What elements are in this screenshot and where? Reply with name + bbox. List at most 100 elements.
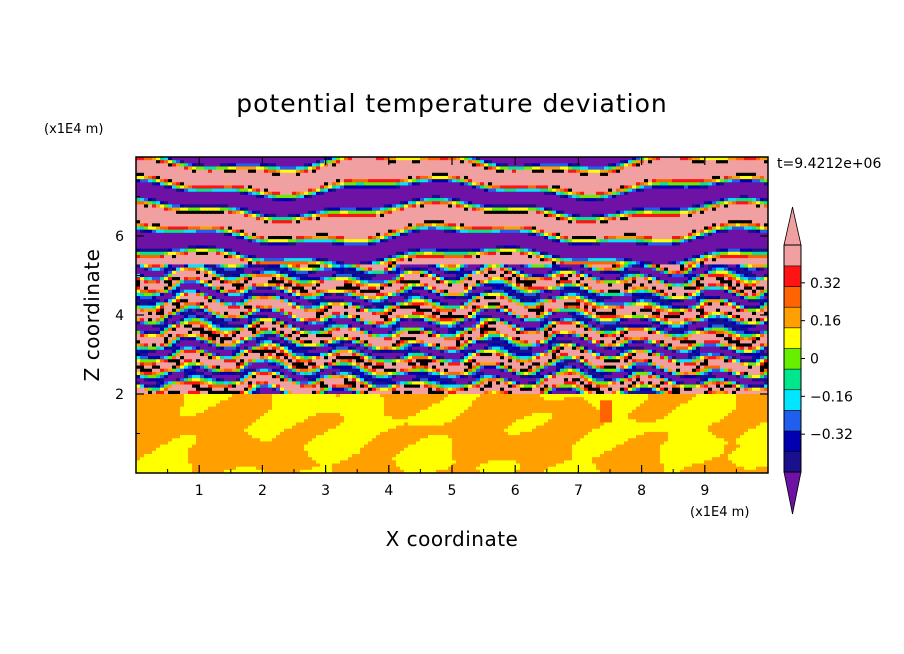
contour-cell (656, 201, 661, 205)
contour-cell (280, 188, 285, 193)
contour-cell (404, 213, 409, 218)
contour-cell (520, 213, 525, 218)
contour-cell (572, 157, 577, 161)
contour-cell (272, 175, 277, 180)
contour-cell (664, 204, 669, 209)
contour-cell (668, 182, 673, 187)
contour-cell (376, 207, 381, 212)
contour-cell (332, 166, 337, 171)
contour-cell (272, 210, 277, 215)
contour-cell (456, 188, 461, 193)
contour-cell (284, 201, 289, 205)
contour-cell (592, 210, 597, 215)
contour-cell (580, 163, 585, 168)
contour-cell (508, 201, 513, 205)
contour-cell (268, 160, 273, 164)
contour-cell (148, 185, 153, 190)
contour-cell (640, 188, 645, 193)
contour-cell (216, 172, 221, 177)
contour-cell (312, 179, 317, 183)
contour-cell (200, 166, 205, 171)
contour-cell (700, 163, 705, 168)
contour-cell (536, 182, 541, 187)
contour-cell (544, 204, 549, 209)
contour-cell (512, 160, 517, 164)
contour-cell (152, 185, 157, 190)
contour-cell (712, 182, 717, 187)
contour-cell (368, 172, 373, 177)
contour-cell (192, 217, 197, 221)
contour-cell (580, 172, 585, 177)
contour-cell (576, 185, 581, 190)
contour-cell (532, 166, 537, 171)
contour-cell (484, 201, 489, 205)
contour-cell (372, 194, 377, 199)
contour-cell (328, 201, 333, 205)
contour-cell (172, 217, 177, 221)
contour-cell (252, 191, 257, 196)
contour-cell (576, 179, 581, 183)
contour-cell (648, 182, 653, 187)
contour-cell (148, 172, 153, 177)
contour-cell (596, 191, 601, 196)
contour-cell (236, 201, 241, 205)
contour-cell (184, 179, 189, 183)
contour-cell (144, 179, 149, 183)
contour-cell (304, 175, 309, 180)
contour-cell (264, 217, 269, 221)
contour-cell (756, 169, 761, 174)
contour-cell (436, 182, 441, 187)
contour-cell (364, 194, 369, 199)
contour-cell (500, 172, 505, 177)
contour-cell (144, 185, 149, 190)
contour-cell (232, 185, 237, 190)
contour-cell (156, 191, 161, 196)
contour-cell (600, 207, 605, 212)
contour-cell (488, 213, 493, 218)
contour-cell (248, 157, 253, 161)
contour-cell (380, 160, 385, 164)
contour-cell (448, 179, 453, 183)
contour-cell (320, 163, 325, 168)
contour-cell (592, 217, 597, 221)
contour-cell (468, 172, 473, 177)
contour-cell (736, 191, 741, 196)
contour-cell (136, 191, 141, 196)
contour-cell (144, 191, 149, 196)
contour-cell (364, 207, 369, 212)
contour-cell (672, 185, 677, 190)
contour-cell (596, 182, 601, 187)
contour-cell (736, 204, 741, 209)
contour-cell (384, 213, 389, 218)
contour-cell (268, 207, 273, 212)
contour-cell (712, 166, 717, 171)
contour-cell (716, 160, 721, 164)
contour-cell (384, 175, 389, 180)
contour-cell (216, 201, 221, 205)
contour-cell (404, 172, 409, 177)
contour-cell (456, 163, 461, 168)
contour-cell (748, 179, 753, 183)
contour-cell (500, 185, 505, 190)
contour-cell (560, 194, 565, 199)
contour-cell (220, 207, 225, 212)
contour-cell (596, 207, 601, 212)
contour-cell (440, 188, 445, 193)
contour-cell (628, 188, 633, 193)
contour-cell (252, 188, 257, 193)
contour-cell (196, 169, 201, 174)
contour-cell (280, 194, 285, 199)
contour-cell (428, 175, 433, 180)
contour-cell (724, 157, 729, 161)
contour-cell (176, 185, 181, 190)
contour-cell (388, 160, 393, 164)
contour-cell (676, 179, 681, 183)
contour-cell (624, 160, 629, 164)
contour-cell (676, 213, 681, 218)
contour-cell (592, 175, 597, 180)
contour-cell (180, 172, 185, 177)
contour-cell (400, 217, 405, 221)
contour-cell (160, 198, 165, 202)
contour-cell (760, 204, 765, 209)
contour-cell (200, 191, 205, 196)
